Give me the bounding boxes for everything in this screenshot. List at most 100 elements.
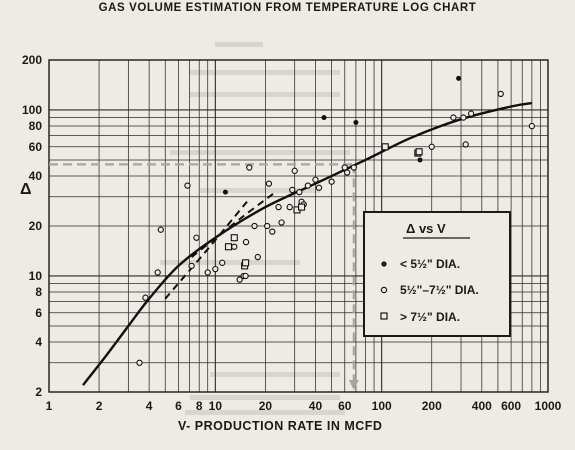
data-point-open-square [230, 234, 238, 242]
data-point-open-circle [289, 186, 296, 194]
data-point-open-circle [462, 141, 469, 148]
data-point-open-circle [251, 222, 258, 230]
data-point-open-circle [286, 203, 293, 211]
data-point-open-circle [269, 228, 276, 235]
legend-marker-open-circle [380, 286, 388, 294]
data-point-open-circle [264, 222, 271, 230]
data-point-open-circle [467, 110, 475, 117]
data-point-open-circle [428, 143, 435, 150]
data-point-open-circle [193, 234, 200, 241]
data-point-open-circle [315, 184, 323, 191]
data-point-filled-circle [321, 115, 327, 121]
data-point-open-circle [242, 272, 249, 280]
y-axis-label: Δ [20, 181, 32, 198]
x-axis-label: V- PRODUCTION RATE IN MCFD [178, 419, 382, 433]
y-tick-label: 4 [35, 335, 42, 349]
y-tick-label: 200 [22, 53, 42, 67]
grid-layer [49, 60, 548, 392]
data-point-open-circle [275, 203, 282, 211]
x-tick-label: 600 [501, 399, 521, 413]
data-point-open-circle [350, 164, 357, 171]
y-tick-label: 80 [29, 119, 43, 133]
x-tick-label: 2 [96, 399, 103, 413]
data-point-open-circle [154, 269, 161, 276]
data-point-open-circle [291, 167, 298, 174]
x-tick-label: 200 [422, 399, 442, 413]
reference-lines [49, 163, 359, 390]
data-point-open-circle [184, 182, 191, 189]
y-tick-labels: 2 4 6 8 10 20 40 60 80 100 200 [22, 53, 42, 399]
data-point-open-circle [278, 219, 285, 226]
legend-box [363, 211, 511, 337]
x-tick-label: 400 [472, 399, 492, 413]
y-tick-label: 20 [29, 219, 43, 233]
data-point-open-circle [204, 269, 211, 276]
data-point-open-circle [304, 182, 312, 189]
plot-frame [48, 59, 549, 393]
data-point-open-circle [157, 226, 164, 233]
data-point-open-circle [212, 265, 219, 273]
legend-title: Δ vs V [406, 221, 446, 236]
x-tick-label: 20 [259, 399, 273, 413]
x-tick-label: 40 [309, 399, 323, 413]
legend: Δ vs V < 5½" DIA. 5½"–7½" DIA. > 7½" DIA… [363, 211, 511, 337]
data-point-open-circle [188, 262, 195, 270]
y-tick-label: 10 [29, 269, 43, 283]
x-tick-label: 1000 [535, 399, 562, 413]
data-point-open-circle [296, 188, 303, 196]
data-point-open-square [224, 243, 233, 251]
y-tick-label: 6 [35, 306, 42, 320]
data-point-open-circle [341, 164, 348, 171]
y-tick-label: 60 [29, 140, 43, 154]
data-point-open-circle [236, 276, 243, 283]
legend-label-small: < 5½" DIA. [400, 257, 460, 271]
data-point-open-circle [231, 243, 238, 250]
data-point-open-circle [142, 294, 149, 301]
ghost-stroke [210, 372, 340, 377]
data-point-open-circle [246, 164, 253, 171]
data-point-open-circle [460, 114, 467, 121]
x-tick-label: 60 [338, 399, 352, 413]
data-point-filled-circle [456, 75, 462, 81]
data-point-open-circle [328, 178, 335, 185]
data-point-open-circle [254, 253, 261, 261]
data-point-open-circle [497, 90, 504, 98]
ghost-stroke [170, 150, 350, 155]
data-point-open-circle [528, 122, 536, 130]
x-tick-label: 10 [209, 399, 223, 413]
data-point-open-circle [312, 176, 319, 183]
ghost-stroke [190, 70, 340, 75]
data-point-open-square [381, 143, 389, 151]
x-tick-label: 1 [46, 399, 53, 413]
data-point-open-square [242, 259, 250, 267]
legend-marker-filled-circle [381, 261, 387, 267]
reference-arrow-head [348, 380, 359, 390]
legend-label-large: > 7½" DIA. [400, 310, 460, 324]
ghost-stroke [200, 188, 320, 193]
data-point-open-square [298, 203, 306, 211]
y-tick-label: 2 [35, 385, 42, 399]
data-point-open-circle [343, 169, 351, 176]
x-tick-label: 6 [175, 399, 182, 413]
y-tick-label: 8 [35, 285, 42, 299]
x-tick-labels: 1 2 4 6 8 10 20 40 60 100 200 400 600 1000 [46, 399, 562, 413]
y-tick-label: 100 [22, 103, 42, 117]
data-point-filled-circle [353, 120, 359, 126]
x-tick-label: 8 [196, 399, 203, 413]
ghost-background-layer [160, 42, 350, 415]
chart-title: GAS VOLUME ESTIMATION FROM TEMPERATURE L… [98, 2, 477, 14]
x-tick-label: 4 [146, 399, 153, 413]
ghost-stroke [190, 92, 340, 97]
data-point-open-circle [219, 259, 226, 266]
ghost-stroke [160, 260, 300, 265]
trend-line-dashed [190, 191, 277, 258]
trend-line-dashed [164, 201, 248, 300]
legend-label-medium: 5½"–7½" DIA. [400, 283, 479, 297]
ghost-stroke [190, 395, 340, 400]
ghost-stroke [215, 42, 263, 47]
data-points [136, 75, 536, 366]
data-point-open-square [415, 148, 423, 156]
legend-marker-open-square [380, 312, 388, 320]
ghost-stroke [185, 410, 345, 415]
